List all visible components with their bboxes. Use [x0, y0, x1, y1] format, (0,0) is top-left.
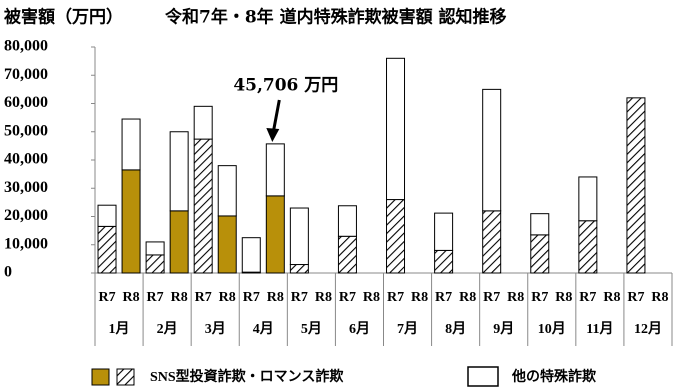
x-subcategory-label: R8 [315, 290, 332, 305]
x-tick-label: 10月 [538, 321, 566, 337]
bar-segment [386, 57, 406, 201]
bar-segment [193, 138, 213, 274]
y-tick-label: 10,000 [4, 235, 48, 252]
x-tick-label: 7月 [397, 321, 418, 337]
bar-segment [578, 176, 598, 222]
bar-segment [337, 205, 357, 237]
x-subcategory-label: R7 [195, 290, 212, 305]
bar-segment [289, 264, 309, 274]
x-tick-label: 12月 [634, 321, 662, 337]
bar-segment [97, 225, 117, 274]
y-tick-label: 60,000 [4, 94, 48, 111]
x-subcategory-label: R8 [363, 290, 380, 305]
legend-swatch [467, 366, 499, 387]
x-subcategory-label: R8 [507, 290, 524, 305]
x-tick-label: 9月 [493, 321, 514, 337]
x-subcategory-label: R7 [531, 290, 548, 305]
x-tick-label: 2月 [157, 321, 178, 337]
bar-segment [241, 237, 261, 273]
x-subcategory-label: R8 [603, 290, 620, 305]
y-tick-label: 20,000 [4, 207, 48, 224]
bar-segment [145, 254, 165, 274]
x-tick-label: 5月 [301, 321, 322, 337]
annotation: 45,706 万円 [233, 76, 338, 96]
x-tick-label: 6月 [349, 321, 370, 337]
x-tick-label: 3月 [205, 321, 226, 337]
x-subcategory-label: R7 [291, 290, 308, 305]
bar-segment [121, 169, 141, 274]
y-axis-label: 被害額（万円） [4, 7, 123, 28]
bar-segment [337, 235, 357, 274]
bar-segment [434, 249, 454, 274]
bar-segment [217, 165, 237, 217]
bar-segment [482, 88, 502, 212]
bar-segment [97, 204, 117, 227]
bar-segment [265, 143, 285, 197]
annotation-arrowhead [266, 128, 280, 142]
bar-segment [289, 207, 309, 266]
bar-segment [386, 199, 406, 274]
bar-segment [265, 195, 285, 274]
bar-segment [434, 212, 454, 251]
x-subcategory-label: R7 [147, 290, 164, 305]
annotation-arrow [271, 99, 281, 133]
x-subcategory-label: R7 [98, 290, 115, 305]
x-subcategory-label: R7 [483, 290, 500, 305]
x-tick-label: 11月 [586, 321, 613, 337]
bar-segment [626, 97, 646, 274]
x-subcategory-label: R8 [123, 290, 140, 305]
x-subcategory-label: R7 [339, 290, 356, 305]
y-tick-label: 40,000 [4, 151, 48, 168]
y-tick-label: 0 [4, 264, 12, 281]
bar-segment [145, 241, 165, 256]
x-subcategory-label: R7 [627, 290, 644, 305]
x-subcategory-label: R8 [267, 290, 284, 305]
legend-swatch [91, 368, 110, 386]
x-subcategory-label: R7 [387, 290, 404, 305]
x-subcategory-label: R8 [555, 290, 572, 305]
bar-segment [169, 131, 189, 212]
legend-label: 他の特殊詐欺 [511, 368, 596, 385]
x-subcategory-label: R8 [411, 290, 428, 305]
y-tick-label: 30,000 [4, 179, 48, 196]
y-tick-label: 80,000 [4, 38, 48, 55]
y-tick-label: 50,000 [4, 122, 48, 139]
bar-segment [530, 234, 550, 274]
x-subcategory-label: R7 [579, 290, 596, 305]
x-subcategory-label: R7 [243, 290, 260, 305]
chart-title: 令和7年・8年 道内特殊詐欺被害額 認知推移 [165, 7, 507, 28]
bar-segment [121, 118, 141, 171]
bar-segment [482, 210, 502, 274]
bar-segment [217, 215, 237, 274]
legend-swatch [116, 368, 135, 386]
bar-segment [169, 210, 189, 274]
x-subcategory-label: R8 [459, 290, 476, 305]
x-tick-label: 8月 [445, 321, 466, 337]
legend-label: SNS型投資詐欺・ロマンス詐欺 [150, 368, 343, 385]
bar-segment [530, 213, 550, 236]
x-subcategory-label: R7 [435, 290, 452, 305]
bar-segment [578, 220, 598, 274]
y-tick-label: 70,000 [4, 66, 48, 83]
x-tick-label: 4月 [253, 321, 274, 337]
x-subcategory-label: R8 [219, 290, 236, 305]
x-tick-label: 1月 [109, 321, 130, 337]
x-subcategory-label: R8 [651, 290, 668, 305]
bar-segment [193, 105, 213, 140]
x-subcategory-label: R8 [171, 290, 188, 305]
